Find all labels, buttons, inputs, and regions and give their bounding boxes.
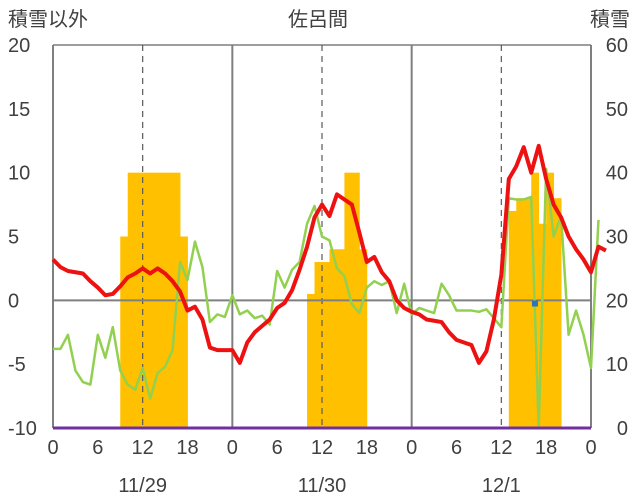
date-label: 12/1 (482, 475, 521, 497)
x-tick-label: 12 (132, 437, 154, 459)
x-tick-label: 6 (92, 437, 103, 459)
x-tick-label: 12 (311, 437, 333, 459)
snow-depth-bar (307, 293, 315, 428)
right-axis-ticks: 60 50 40 30 20 10 0 (606, 35, 628, 440)
x-axis-ticks: 0 6 12 18 0 6 12 18 0 6 12 18 0 (47, 437, 596, 459)
left-tick-label: -5 (8, 354, 26, 376)
x-tick-label: 0 (227, 437, 238, 459)
right-tick-label: 50 (606, 99, 628, 121)
x-tick-label: 12 (490, 437, 512, 459)
snow-depth-bar (329, 249, 338, 428)
series-lines (51, 143, 607, 430)
snow-depth-bar (523, 198, 532, 428)
snow-depth-bar (314, 262, 323, 428)
left-tick-label: -10 (8, 418, 37, 440)
right-tick-label: 10 (606, 354, 628, 376)
x-tick-label: 18 (176, 437, 198, 459)
x-tick-label: 0 (406, 437, 417, 459)
date-label: 11/29 (118, 475, 167, 497)
right-tick-label: 40 (606, 163, 628, 185)
date-label: 11/30 (298, 475, 347, 497)
blue-marker (531, 300, 538, 307)
snow-depth-bar (322, 262, 330, 428)
x-tick-label: 18 (356, 437, 378, 459)
chart-title: 佐呂間 (288, 7, 348, 31)
snow-depth-bar (516, 198, 525, 428)
temperature-line (51, 143, 607, 365)
snow-depth-bar (336, 249, 345, 428)
x-tick-label: 6 (272, 437, 283, 459)
right-tick-label: 30 (606, 227, 628, 249)
x-tick-label: 18 (535, 437, 557, 459)
x-tick-label: 0 (47, 437, 58, 459)
snow-depth-bar (359, 249, 368, 428)
left-tick-label: 0 (8, 290, 19, 312)
x-tick-label: 0 (585, 437, 596, 459)
snow-depth-bar (180, 236, 188, 428)
x-tick-label: 6 (451, 437, 462, 459)
right-tick-label: 60 (606, 35, 628, 57)
right-tick-label: 0 (617, 418, 628, 440)
snow-depth-bar (553, 198, 562, 428)
left-tick-label: 10 (8, 163, 30, 185)
left-tick-label: 15 (8, 99, 30, 121)
right-tick-label: 20 (606, 290, 628, 312)
snow-depth-bar (120, 236, 129, 428)
snow-depth-bar (508, 210, 517, 428)
date-labels: 11/29 11/30 12/1 (118, 475, 520, 497)
right-axis-label: 積雪 (590, 7, 630, 31)
left-tick-label: 5 (8, 227, 19, 249)
left-axis-label: 積雪以外 (8, 7, 88, 31)
left-axis-ticks: 20 15 10 5 0 -5 -10 (8, 35, 37, 440)
left-tick-label: 20 (8, 35, 30, 57)
